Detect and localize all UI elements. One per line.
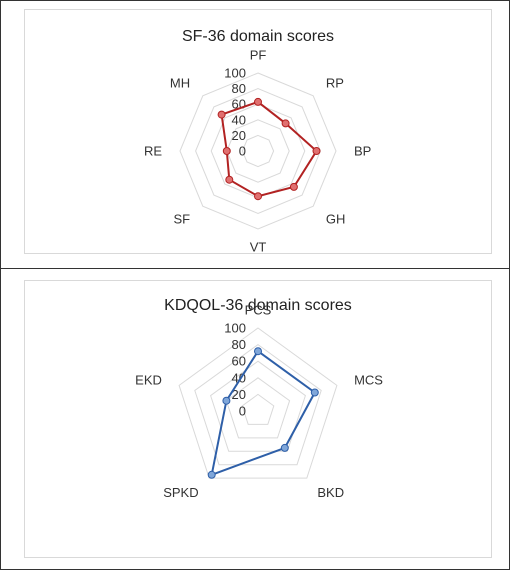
sf36-point-sf [225, 175, 234, 184]
sf36-axis-label-pf: PF [250, 48, 267, 63]
kdqol-axis-label-mcs: MCS [354, 372, 383, 387]
kdqol-grid-ring [210, 360, 306, 452]
sf36-panel: SF-36 domain scores 100 80 60 40 20 0 PF RP BP GH… [0, 0, 510, 268]
kdqol-tick-label: 60 [232, 354, 246, 369]
kdqol-grid-ring [225, 377, 291, 439]
sf36-tick-label: 0 [239, 144, 246, 159]
sf36-axis-label-bp: BP [354, 144, 371, 159]
kdqol-grid-ring [178, 327, 338, 479]
kdqol-axis-label-bkd: BKD [317, 485, 344, 500]
sf36-point-vt [254, 192, 262, 201]
kdqol-point-bkd [280, 443, 289, 452]
kdqol-tick-label: 100 [224, 321, 246, 336]
sf36-tick-label: 80 [232, 81, 246, 96]
kdqol-grid-ring [241, 393, 275, 425]
sf36-axis-label-gh: GH [326, 211, 346, 226]
sf36-point-rp [281, 119, 290, 128]
sf36-tick-label: 100 [224, 66, 246, 81]
kdqol-panel: KDQOL-36 domain scores 100 80 60 40 20 0 PCS MC… [0, 269, 510, 569]
sf36-point-mh [217, 110, 226, 119]
kdqol-axis-label-ekd: EKD [135, 372, 162, 387]
kdqol-point-ekd [222, 396, 231, 405]
sf36-point-bp [312, 147, 321, 155]
sf36-grid-ring [241, 134, 275, 168]
sf36-chart-title: SF-36 domain scores [181, 28, 335, 45]
kdqol-point-pcs [254, 347, 262, 356]
panel-divider [0, 268, 510, 269]
kdqol-chart-area: KDQOL-36 domain scores [24, 280, 492, 558]
sf36-grid-ring [195, 88, 321, 214]
sf36-grid-ring [226, 119, 290, 183]
kdqol-point-mcs [310, 388, 319, 397]
sf36-tick-label: 40 [232, 112, 246, 127]
sf36-point-gh [289, 182, 298, 191]
sf36-axis-label-vt: VT [250, 240, 267, 255]
sf36-grid-ring [179, 72, 337, 230]
kdqol-tick-label: 80 [232, 337, 246, 352]
kdqol-tick-label: 20 [232, 387, 246, 402]
kdqol-axis-label-spkd: SPKD [163, 485, 198, 500]
kdqol-axis-label-pcs: PCS [245, 303, 272, 318]
kdqol-chart-title: KDQOL-36 domain scores [164, 297, 352, 314]
sf36-point-re [222, 147, 231, 155]
kdqol-grid-ring [194, 343, 322, 466]
kdqol-tick-label: 0 [239, 404, 246, 419]
sf36-axis-label-rp: RP [326, 76, 344, 91]
sf36-tick-label: 20 [232, 128, 246, 143]
sf36-axis-label-sf: SF [173, 211, 190, 226]
sf36-point-pf [254, 97, 262, 106]
sf36-axis-label-mh: MH [170, 76, 190, 91]
sf36-axis-label-re: RE [144, 144, 162, 159]
kdqol-point-spkd [207, 470, 216, 479]
kdqol-series-line [210, 349, 317, 477]
